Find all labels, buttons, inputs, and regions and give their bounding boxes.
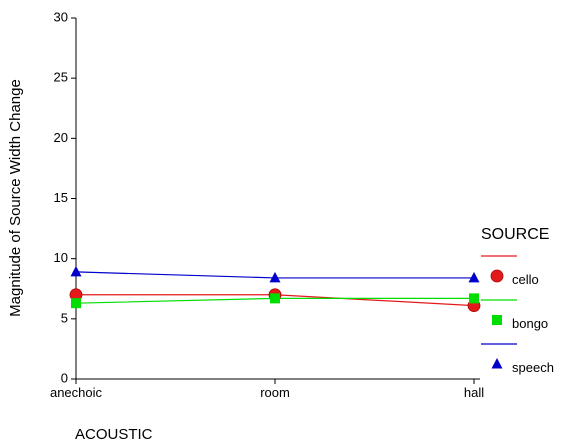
- y-tick-label: 10: [54, 250, 68, 265]
- x-tick-label: hall: [464, 385, 484, 400]
- data-point-bongo: [469, 293, 479, 304]
- data-point-speech: [468, 271, 480, 283]
- data-point-speech: [70, 265, 82, 277]
- legend: SOURCE cello bongo speech: [481, 226, 554, 375]
- legend-marker-speech: [491, 358, 503, 369]
- axes: [75, 18, 480, 380]
- data-point-speech: [269, 271, 281, 283]
- legend-label-cello: cello: [512, 272, 539, 287]
- y-tick-label: 0: [61, 370, 68, 385]
- y-ticks: 0 5 10 15 20 25 30: [54, 9, 76, 385]
- x-tick-label: room: [260, 385, 290, 400]
- x-axis-title: ACOUSTIC: [75, 426, 153, 443]
- x-tick-label: anechoic: [50, 385, 103, 400]
- legend-label-bongo: bongo: [512, 316, 548, 331]
- y-tick-label: 30: [54, 9, 68, 24]
- data-point-bongo: [270, 293, 280, 304]
- legend-marker-cello: [490, 269, 504, 283]
- x-ticks: anechoic room hall: [50, 379, 484, 400]
- y-tick-label: 25: [54, 70, 68, 85]
- legend-marker-bongo: [492, 315, 502, 325]
- y-tick-label: 5: [61, 310, 68, 325]
- legend-title: SOURCE: [481, 226, 549, 243]
- legend-label-speech: speech: [512, 360, 554, 375]
- y-tick-label: 20: [54, 130, 68, 145]
- y-tick-label: 15: [54, 190, 68, 205]
- series-markers: [69, 265, 481, 312]
- y-axis-title: Magnitude of Source Width Change: [7, 79, 24, 317]
- data-point-bongo: [71, 298, 81, 309]
